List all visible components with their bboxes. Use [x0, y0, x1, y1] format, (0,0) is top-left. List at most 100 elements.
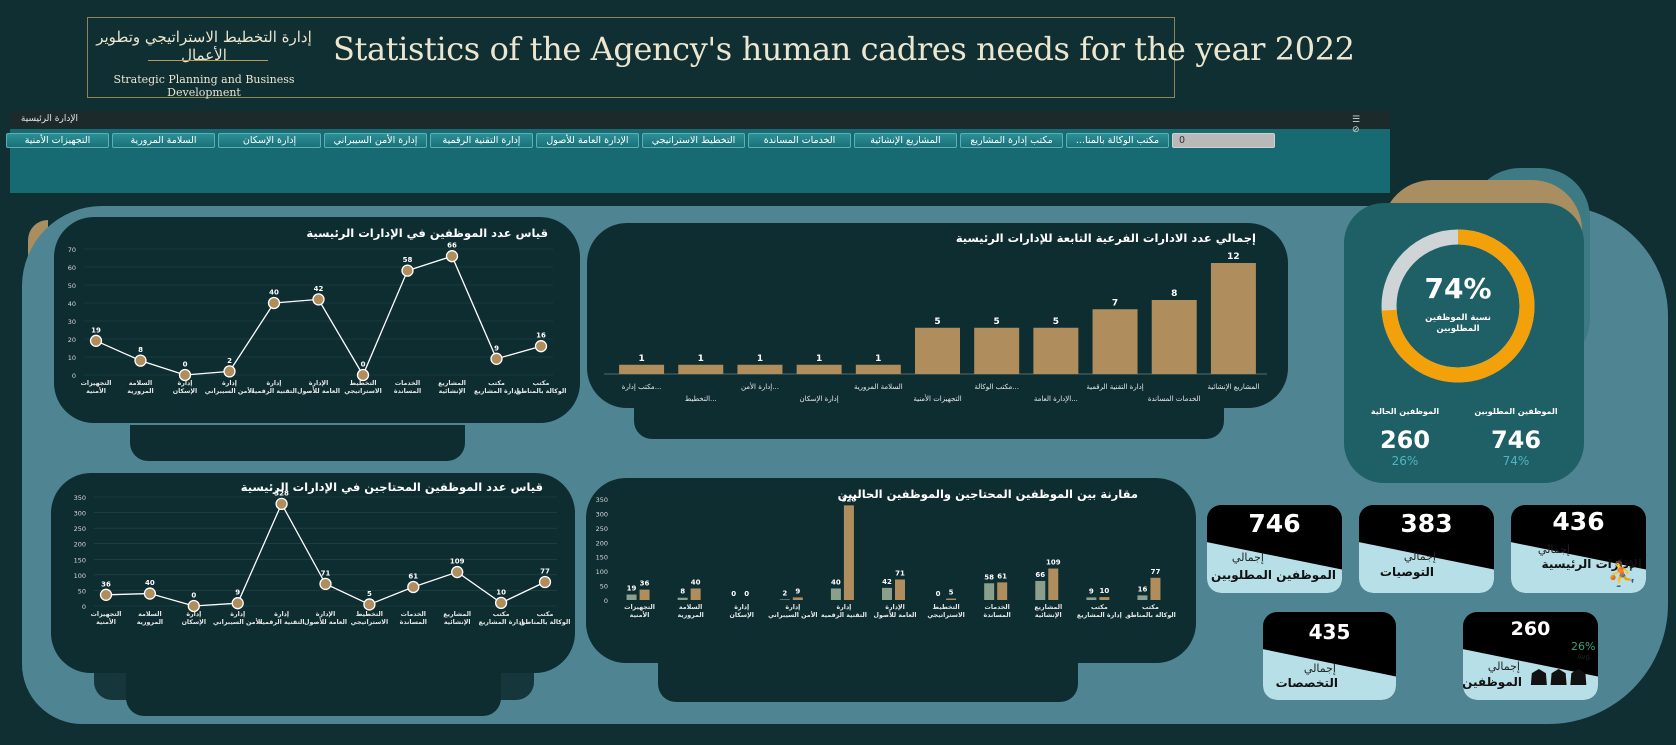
bar — [984, 583, 995, 600]
x-tick-label: الإنشائية — [444, 619, 471, 626]
x-tick-label: الإدارة العامة... — [1034, 395, 1078, 403]
group-icon: ☗☗☗ — [1529, 666, 1589, 691]
data-point — [134, 354, 147, 367]
required-value: 746 — [1491, 426, 1541, 454]
data-point — [363, 598, 376, 611]
slicer-item[interactable]: السلامة المرورية — [112, 133, 215, 148]
data-label: 0 — [183, 361, 188, 369]
subdepartments-bar-panel: إجمالي عدد الادارات الفرعية التابعة للإد… — [587, 223, 1288, 408]
x-tick-label: الإدارة — [885, 604, 905, 611]
card-label: إجمالي — [1403, 550, 1436, 563]
x-tick-label: إدارة — [222, 380, 237, 387]
slicer-item-zero[interactable]: 0 — [1172, 133, 1275, 148]
panel-shadow — [94, 670, 534, 700]
card-pattern — [1207, 542, 1342, 593]
data-label: 19 — [627, 585, 637, 593]
x-tick-label: التقنية الرقمية — [821, 612, 867, 619]
data-label: 9 — [235, 589, 240, 597]
slicer-item[interactable]: مكتب الوكالة بالمنا... — [1066, 133, 1169, 148]
x-tick-label: التقنية الرقمية — [251, 388, 297, 395]
x-tick-label: المشاريع — [438, 380, 466, 387]
data-point — [538, 575, 552, 589]
bar — [1033, 327, 1079, 374]
data-label: 66 — [1035, 571, 1045, 579]
bar — [895, 579, 905, 600]
data-label: 1 — [757, 354, 763, 364]
data-point — [401, 264, 414, 277]
x-tick-label: الأمن السيبراني — [213, 618, 263, 626]
slicer-item[interactable]: مكتب إدارة المشاريع — [960, 133, 1063, 148]
x-tick-label: الاستراتيجي — [344, 388, 382, 395]
x-tick-label: مكتب — [537, 611, 554, 618]
x-tick-label: الخدمات — [985, 604, 1010, 611]
slicer-item[interactable]: إدارة التقنية الرقمية — [430, 133, 533, 148]
x-tick-label: إدارة — [178, 380, 193, 387]
panel-shadow — [658, 660, 1078, 702]
x-tick-label: إدارة — [186, 611, 201, 618]
y-tick-label: 50 — [68, 282, 76, 290]
bar — [677, 597, 688, 600]
slicer-item[interactable]: التجهيزات الأمنية — [6, 133, 109, 148]
people-icon: ⛹ — [1607, 560, 1637, 588]
data-label: 0 — [191, 592, 196, 600]
needed-line-chart: 0 50 100 150 200 250 300 350 77 10 109 61 5 71 328 9 0 40… — [74, 489, 571, 626]
x-tick-label: المساندة — [984, 612, 1011, 619]
data-label: 109 — [450, 558, 465, 566]
main-department-slicer: ☰ ⊘ الإدارة الرئيسية 0 مكتب الوكالة بالم… — [6, 111, 1390, 193]
bar — [619, 364, 665, 374]
slicer-item[interactable]: المشاريع الإنشائية — [854, 133, 957, 148]
required-label: الموظفين المطلوبين — [1474, 407, 1558, 416]
header-frame: إدارة التخطيط الاستراتيجي وتطوير الأعمال… — [87, 17, 1355, 99]
x-tick-label: مكتب — [493, 611, 510, 618]
x-tick-label: الأمن السيبراني — [205, 387, 255, 395]
slicer-header: ☰ ⊘ الإدارة الرئيسية — [10, 111, 1390, 135]
data-label: 328 — [274, 489, 289, 497]
x-tick-label: التخطيط — [349, 380, 376, 387]
y-tick-label: 30 — [68, 318, 76, 326]
x-tick-label: الوكالة بالمناطق — [1125, 612, 1176, 619]
slicer-title: الإدارة الرئيسية — [20, 114, 78, 124]
data-point — [267, 296, 281, 310]
data-label: 5 — [994, 317, 1000, 327]
avg-percent: 26% — [1571, 640, 1596, 653]
card-label: التخصصات — [1275, 676, 1338, 690]
slicer-item[interactable]: إدارة الإسكان — [218, 133, 321, 148]
data-label: 8 — [138, 346, 143, 354]
card-value: 383 — [1400, 509, 1453, 538]
employees-line-chart: 01020304050607016966580424020819مكتبالوك… — [68, 242, 567, 395]
bar — [830, 588, 841, 600]
data-label: 5 — [949, 589, 954, 597]
data-label: 8 — [680, 588, 685, 596]
data-label: 66 — [447, 242, 457, 250]
y-tick-label: 200 — [74, 541, 86, 549]
data-label: 0 — [361, 361, 366, 369]
slicer-item[interactable]: التخطيط الاستراتيجي — [642, 133, 745, 148]
bar — [997, 582, 1008, 600]
data-label: 5 — [1053, 317, 1059, 327]
slicer-item[interactable]: الإدارة العامة للأصول — [536, 133, 639, 148]
y-tick-label: 10 — [68, 354, 76, 362]
x-tick-label: السلامة — [679, 604, 702, 611]
x-tick-label: مكتب — [533, 380, 550, 387]
x-tick-label: الأمن السيبراني — [768, 611, 818, 619]
gauge-panel: 74% نسبة الموظفين المطلوبين الموظفين المطلو… — [1344, 203, 1584, 483]
x-tick-label: التخطيط — [933, 604, 960, 611]
bar — [974, 327, 1020, 374]
data-label: 9 — [795, 587, 800, 595]
x-tick-label: الإسكان — [173, 388, 197, 395]
data-point — [319, 577, 332, 591]
slicer-multiselect-icon[interactable]: ☰ ⊘ — [1352, 115, 1369, 135]
y-tick-label: 40 — [68, 300, 76, 308]
slicer-item[interactable]: الخدمات المساندة — [748, 133, 851, 148]
x-tick-label: المساندة — [400, 619, 427, 626]
data-point — [99, 588, 113, 601]
x-tick-label: الإسكان — [182, 619, 206, 626]
bar — [690, 588, 701, 600]
data-label: 9 — [494, 344, 499, 352]
data-label: 40 — [691, 578, 701, 586]
slicer-item[interactable]: إدارة الأمن السيبراني — [324, 133, 427, 148]
x-tick-label: التقنية الرقمية — [259, 619, 305, 626]
y-tick-label: 0 — [604, 597, 608, 605]
